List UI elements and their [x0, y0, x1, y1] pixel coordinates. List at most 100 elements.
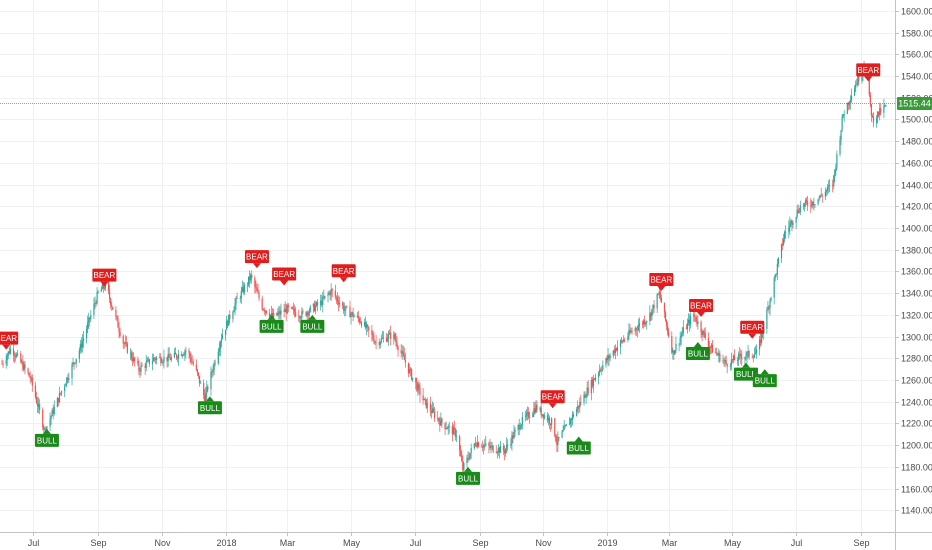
candle-body: [671, 336, 673, 353]
candle-body: [540, 407, 542, 416]
candle-body: [470, 448, 472, 454]
candle-body: [93, 303, 95, 316]
candle-body: [725, 360, 727, 364]
x-tick-label: Sep: [853, 538, 869, 548]
candle-body: [766, 310, 768, 329]
candle-body: [717, 353, 719, 356]
candle-body: [28, 373, 30, 377]
grid-lines: [0, 0, 895, 532]
candle-body: [871, 115, 874, 117]
candle-body: [693, 314, 695, 317]
y-tick-label: 1460.00: [901, 159, 932, 169]
candle-body: [75, 358, 77, 364]
candle-body: [152, 358, 155, 362]
candle-body: [378, 341, 380, 345]
candle-body: [619, 340, 622, 348]
bull-label-bg: [197, 401, 222, 415]
candle-body: [295, 312, 297, 317]
candle-body: [190, 357, 192, 362]
candle-body: [817, 199, 819, 205]
candle-body: [235, 298, 237, 304]
x-axis[interactable]: Jul Sep Nov 2018 Mar May Jul Sep Nov 2019 Mar May Ju…: [28, 532, 870, 548]
bull-arrow: [308, 314, 317, 320]
y-axis[interactable]: 1140.00 1160.00 1180.00 1200.00 1220.00 1240.…: [895, 7, 932, 516]
candle-body: [261, 298, 263, 310]
candle-body: [60, 390, 63, 394]
bull-signal: BULL: [34, 428, 59, 447]
candle-body: [885, 105, 887, 107]
candle-body: [89, 317, 91, 320]
candle-body: [785, 231, 787, 233]
current-price-label: 1515.44: [898, 99, 931, 109]
candle-body: [117, 318, 119, 328]
candle-body: [748, 350, 750, 357]
candle-body: [107, 280, 110, 292]
candle-body: [467, 457, 469, 459]
candle-body: [504, 450, 506, 454]
candle-body: [510, 443, 512, 446]
candle-body: [549, 423, 552, 426]
candle-body: [835, 167, 837, 171]
candle-body: [103, 287, 106, 289]
candle-body: [533, 408, 535, 414]
candle-body: [810, 205, 812, 207]
candle-body: [518, 424, 520, 430]
candle-body: [29, 376, 31, 379]
candle-body: [490, 446, 492, 448]
candle-body: [704, 332, 706, 339]
candle-body: [849, 100, 852, 103]
candle-body: [13, 354, 16, 356]
candle-body: [285, 308, 287, 314]
y-tick-label: 1540.00: [901, 72, 932, 82]
bull-label-bg: [733, 367, 758, 381]
candle-body: [262, 309, 264, 311]
candle-body: [792, 222, 794, 225]
x-tick-label: Mar: [280, 538, 296, 548]
candle-body: [536, 404, 538, 411]
candle-body: [59, 393, 62, 394]
y-tick-label: 1260.00: [901, 376, 932, 386]
candle-body: [243, 285, 246, 293]
candle-body: [624, 339, 626, 341]
candle-body: [351, 312, 353, 315]
candle-body: [520, 424, 522, 428]
candle-body: [357, 315, 359, 319]
candle-body: [752, 356, 754, 358]
candle-body: [679, 337, 681, 344]
candle-body: [602, 365, 604, 370]
candle-body: [401, 351, 403, 354]
candle-body: [649, 312, 651, 322]
candle-body: [110, 298, 112, 305]
candle-body: [239, 298, 241, 299]
candle-body: [66, 377, 68, 385]
candle-body: [144, 366, 146, 368]
candle-body: [543, 415, 545, 419]
candle-body: [306, 312, 308, 316]
candle-body: [695, 316, 697, 321]
candle-body: [65, 384, 67, 386]
candle-body: [690, 316, 692, 325]
candle-body: [586, 387, 588, 397]
candle-body: [286, 305, 288, 314]
candle-body: [615, 348, 618, 351]
candle-body: [403, 354, 405, 360]
candle-body: [568, 423, 570, 425]
candle-body: [23, 364, 25, 370]
candle-body: [499, 445, 502, 453]
bull-label: BULL: [755, 377, 776, 386]
candle-body: [554, 418, 556, 436]
candle-body: [636, 329, 638, 331]
candle-body: [86, 329, 88, 339]
candle-body: [182, 355, 184, 357]
candle-body: [680, 335, 682, 338]
candle-body: [675, 343, 677, 351]
candle-body: [547, 418, 550, 421]
candle-body: [291, 307, 294, 309]
candle-body: [745, 356, 747, 358]
candle-body: [846, 102, 848, 115]
candle-body: [776, 263, 778, 274]
candle-body: [125, 342, 127, 344]
candle-body: [755, 349, 758, 354]
candle-body: [506, 444, 508, 449]
